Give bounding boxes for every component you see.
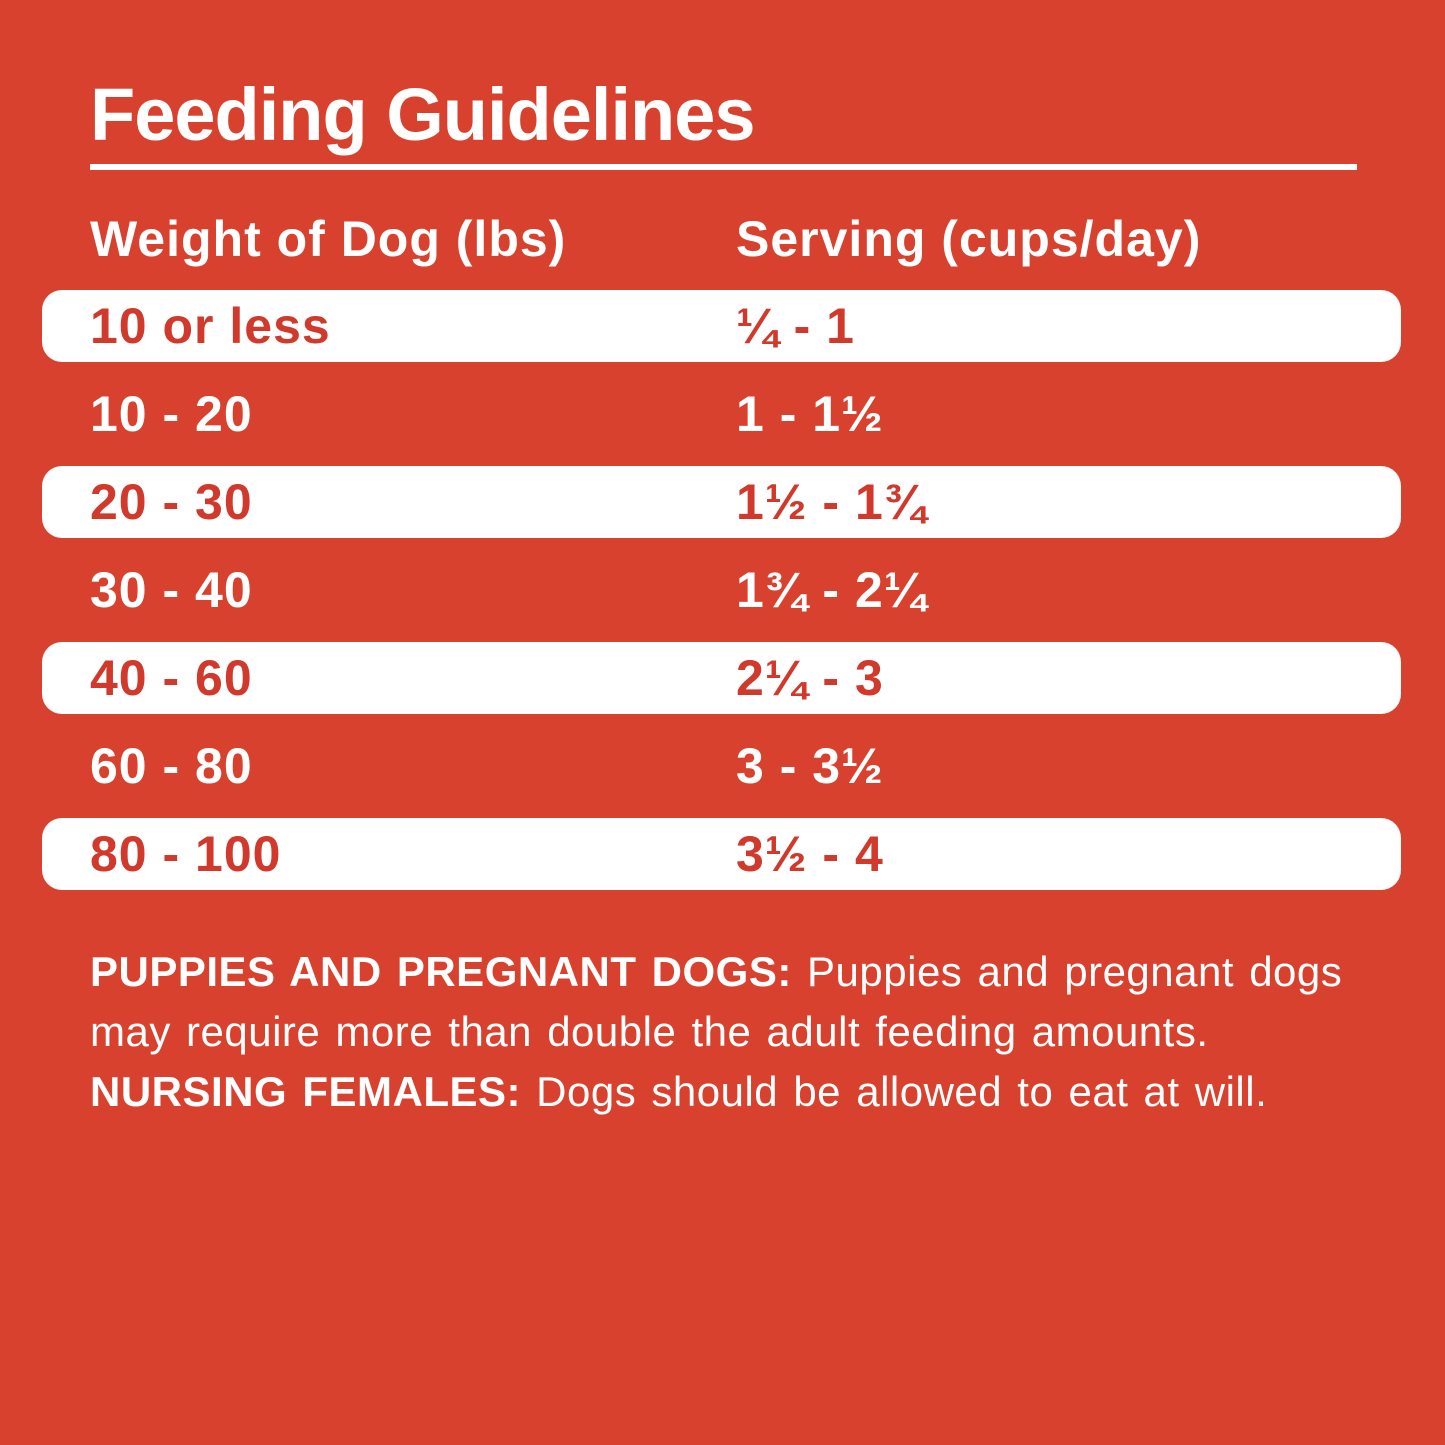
weight-cell: 10 or less xyxy=(90,298,331,354)
serving-cell: 1½ - 1¾ xyxy=(736,474,927,530)
serving-cell: ¼ - 1 xyxy=(736,298,855,354)
weight-cell: 30 - 40 xyxy=(90,562,253,618)
serving-cell: 3½ - 4 xyxy=(736,826,884,882)
table-row: 20 - 30 1½ - 1¾ xyxy=(42,466,1401,538)
serving-cell: 2¼ - 3 xyxy=(736,650,884,706)
note-text: PUPPIES AND PREGNANT DOGS: Puppies and p… xyxy=(90,942,1390,1122)
table-row: 10 - 20 1 - 1½ xyxy=(42,378,1401,450)
serving-cell: 1 - 1½ xyxy=(736,386,884,442)
note-body: Dogs should be allowed to eat at will. xyxy=(536,1068,1268,1115)
table-row: 10 or less ¼ - 1 xyxy=(42,290,1401,362)
weight-cell: 80 - 100 xyxy=(90,826,282,882)
note-body: Puppies and pregnant dogs may require mo… xyxy=(90,948,1343,1055)
weight-cell: 10 - 20 xyxy=(90,386,253,442)
weight-cell: 20 - 30 xyxy=(90,474,253,530)
table-row: 40 - 60 2¼ - 3 xyxy=(42,642,1401,714)
page-title: Feeding Guidelines xyxy=(90,73,756,156)
title-underline xyxy=(90,164,1357,170)
note-label: NURSING FEMALES: xyxy=(90,1068,537,1115)
feeding-table: 10 or less ¼ - 1 10 - 20 1 - 1½ 20 - 30 1½ - … xyxy=(0,290,1445,906)
note-label: PUPPIES AND PREGNANT DOGS: xyxy=(90,948,808,995)
serving-cell: 1¾ - 2¼ xyxy=(736,562,927,618)
serving-cell: 3 - 3½ xyxy=(736,738,884,794)
weight-cell: 60 - 80 xyxy=(90,738,253,794)
column-header-serving: Serving (cups/day) xyxy=(736,211,1202,267)
table-row: 60 - 80 3 - 3½ xyxy=(42,730,1401,802)
column-header-weight: Weight of Dog (lbs) xyxy=(90,211,567,267)
table-row: 30 - 40 1¾ - 2¼ xyxy=(42,554,1401,626)
table-row: 80 - 100 3½ - 4 xyxy=(42,818,1401,890)
weight-cell: 40 - 60 xyxy=(90,650,253,706)
